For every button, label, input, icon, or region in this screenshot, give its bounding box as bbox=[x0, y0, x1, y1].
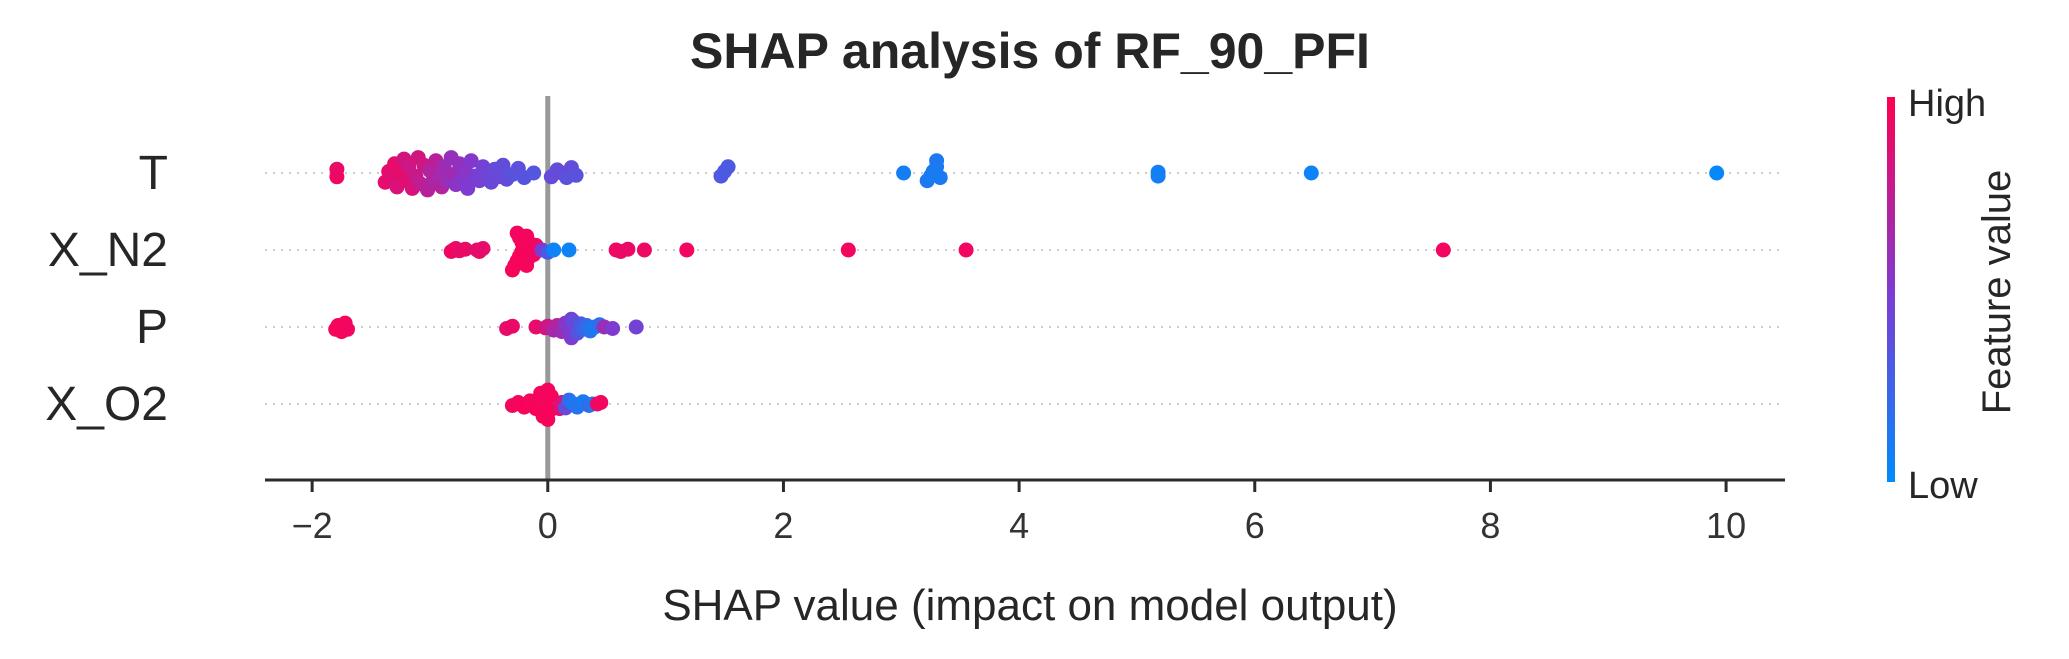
feature-label-x-o2: X_O2 bbox=[45, 378, 168, 431]
shap-point-t-1 bbox=[329, 161, 345, 177]
shap-point-x-n2-21 bbox=[519, 228, 535, 244]
shap-point-x-o2-11 bbox=[535, 408, 551, 424]
shap-point-t-39 bbox=[495, 157, 511, 173]
x-tick-label: 8 bbox=[1480, 505, 1500, 546]
shap-point-p-28 bbox=[628, 319, 644, 335]
x-tick-label: 6 bbox=[1245, 505, 1265, 546]
shap-point-t-31 bbox=[463, 153, 479, 169]
x-tick-label: 4 bbox=[1009, 505, 1029, 546]
shap-point-x-n2-26 bbox=[546, 242, 562, 258]
shap-point-x-n2-33 bbox=[840, 242, 856, 258]
feature-gridlines bbox=[265, 172, 1785, 405]
x-tick-label: 0 bbox=[538, 505, 558, 546]
colorbar-gradient bbox=[1887, 97, 1895, 482]
shap-point-x-n2-35 bbox=[1435, 242, 1451, 258]
chart-title: SHAP analysis of RF_90_PFI bbox=[690, 23, 1370, 79]
shap-point-t-50 bbox=[568, 167, 584, 183]
x-tick-label: 2 bbox=[773, 505, 793, 546]
shap-point-x-n2-27 bbox=[561, 242, 577, 258]
x-axis-ticks: −2 0 2 4 6 8 10 bbox=[292, 480, 1746, 546]
shap-point-t-44 bbox=[526, 165, 542, 181]
shap-point-t-60 bbox=[932, 170, 948, 186]
shap-point-x-n2-7 bbox=[475, 241, 491, 256]
shap-point-x-o2-23 bbox=[593, 395, 609, 410]
shap-point-x-n2-30 bbox=[620, 241, 636, 257]
feature-label-t: T bbox=[139, 147, 168, 200]
shap-point-p-27 bbox=[605, 321, 621, 336]
shap-point-x-n2-34 bbox=[958, 242, 974, 258]
shap-point-x-n2-32 bbox=[679, 242, 695, 258]
shap-point-x-n2-4 bbox=[457, 241, 473, 257]
colorbar: High Low Feature value bbox=[1887, 83, 2019, 507]
colorbar-title: Feature value bbox=[1975, 170, 2019, 415]
shap-point-t-64 bbox=[1709, 165, 1725, 181]
shap-point-p-5 bbox=[340, 321, 355, 337]
colorbar-low-label: Low bbox=[1908, 465, 1978, 507]
colorbar-high-label: High bbox=[1908, 83, 1986, 125]
shap-point-t-63 bbox=[1303, 165, 1319, 181]
shap-point-t-59 bbox=[929, 153, 945, 169]
feature-label-x-n2: X_N2 bbox=[48, 224, 168, 277]
x-axis-label: SHAP value (impact on model output) bbox=[662, 581, 1397, 630]
shap-points bbox=[328, 150, 1725, 427]
shap-point-x-o2-12 bbox=[533, 385, 549, 401]
shap-point-t-62 bbox=[1150, 164, 1166, 180]
shap-point-t-54 bbox=[896, 165, 912, 181]
shap-point-x-n2-31 bbox=[636, 242, 652, 258]
shap-point-t-30 bbox=[460, 180, 476, 196]
x-tick-label: 10 bbox=[1706, 505, 1746, 546]
x-tick-label: −2 bbox=[292, 505, 333, 546]
shap-point-t-53 bbox=[720, 159, 736, 175]
shap-point-p-7 bbox=[504, 318, 520, 334]
feature-labels: T X_N2 P X_O2 bbox=[45, 147, 168, 431]
feature-label-p: P bbox=[136, 301, 168, 354]
